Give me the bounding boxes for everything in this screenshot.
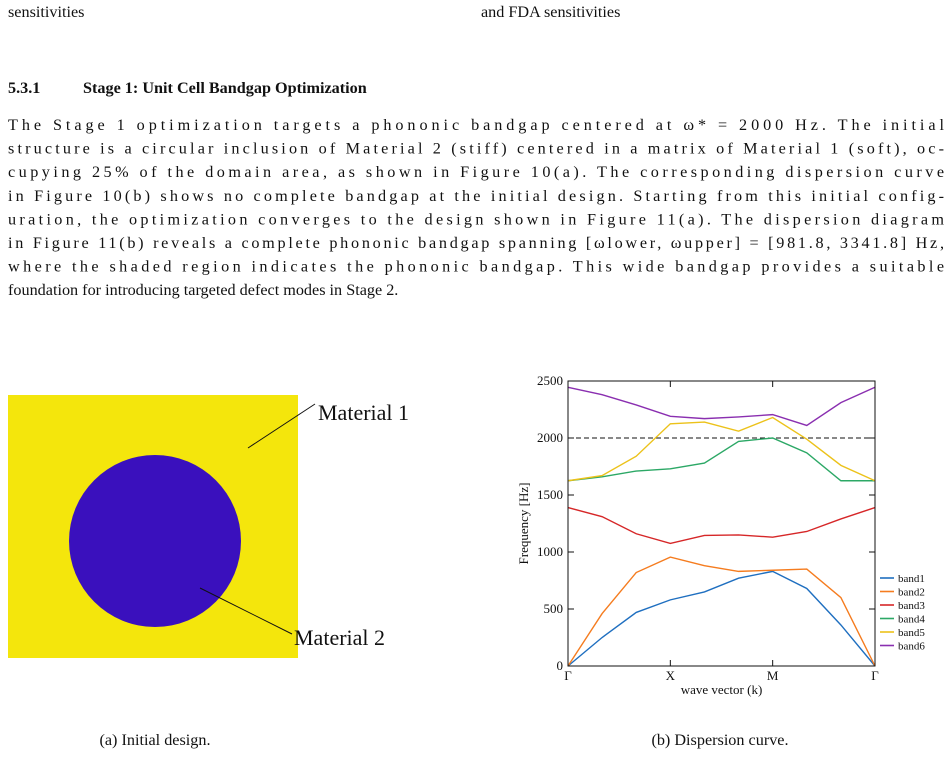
pointer — [247, 403, 316, 449]
legend-label: band1 — [898, 573, 925, 585]
y-tick-label: 2000 — [537, 430, 563, 445]
legend-label: band3 — [898, 600, 925, 612]
paragraph-line: structure is a circular inclusion of Mat… — [8, 140, 944, 158]
paragraph-line: The Stage 1 optimization targets a phono… — [8, 116, 944, 134]
section-number: 5.3.1 — [8, 79, 40, 97]
paragraph-line: cupying 25% of the domain area, as shown… — [8, 163, 944, 181]
legend-label: band4 — [898, 614, 925, 626]
x-axis-label: wave vector (k) — [681, 682, 763, 697]
section-title: Stage 1: Unit Cell Bandgap Optimization — [83, 79, 367, 97]
x-tick-label: M — [767, 668, 779, 683]
y-tick-label: 1500 — [537, 487, 563, 502]
header-fragment: and FDA sensitivities — [481, 3, 620, 21]
legend-label: band6 — [898, 641, 925, 653]
inclusion — [69, 455, 241, 627]
band-line — [567, 570, 876, 667]
plot-frame — [567, 380, 876, 667]
material-label: Material 1 — [318, 400, 409, 425]
paragraph-line: in Figure 10(b) shows no complete bandga… — [8, 187, 944, 205]
paragraph-line: in Figure 11(b) reveals a complete phono… — [8, 234, 944, 252]
paragraph-line: uration, the optimization converges to t… — [8, 210, 944, 228]
x-tick-label: Γ — [564, 668, 572, 683]
x-tick-label: Γ — [871, 668, 879, 683]
header-fragment: sensitivities — [8, 3, 84, 21]
band-line — [567, 437, 875, 482]
paragraph-line: where the shaded region indicates the ph… — [8, 258, 944, 276]
band-line — [567, 506, 876, 545]
paragraph: The Stage 1 optimization targets a phono… — [8, 116, 944, 299]
y-tick-label: 500 — [544, 601, 564, 616]
pointer — [199, 587, 293, 635]
band-line — [567, 556, 876, 667]
y-tick-label: 0 — [557, 658, 564, 673]
y-tick-label: 1000 — [537, 544, 563, 559]
x-tick-label: X — [666, 668, 676, 683]
material-label: Material 2 — [294, 625, 385, 650]
paragraph-line: foundation for introducing targeted defe… — [8, 281, 398, 299]
y-tick-label: 2500 — [537, 373, 563, 388]
legend-label: band2 — [898, 587, 925, 599]
y-axis-label: Frequency [Hz] — [516, 483, 531, 565]
caption: (b) Dispersion curve. — [651, 731, 788, 749]
band-line — [567, 416, 876, 482]
caption: (a) Initial design. — [99, 731, 210, 749]
legend-label: band5 — [898, 627, 925, 639]
band-line — [567, 386, 876, 427]
